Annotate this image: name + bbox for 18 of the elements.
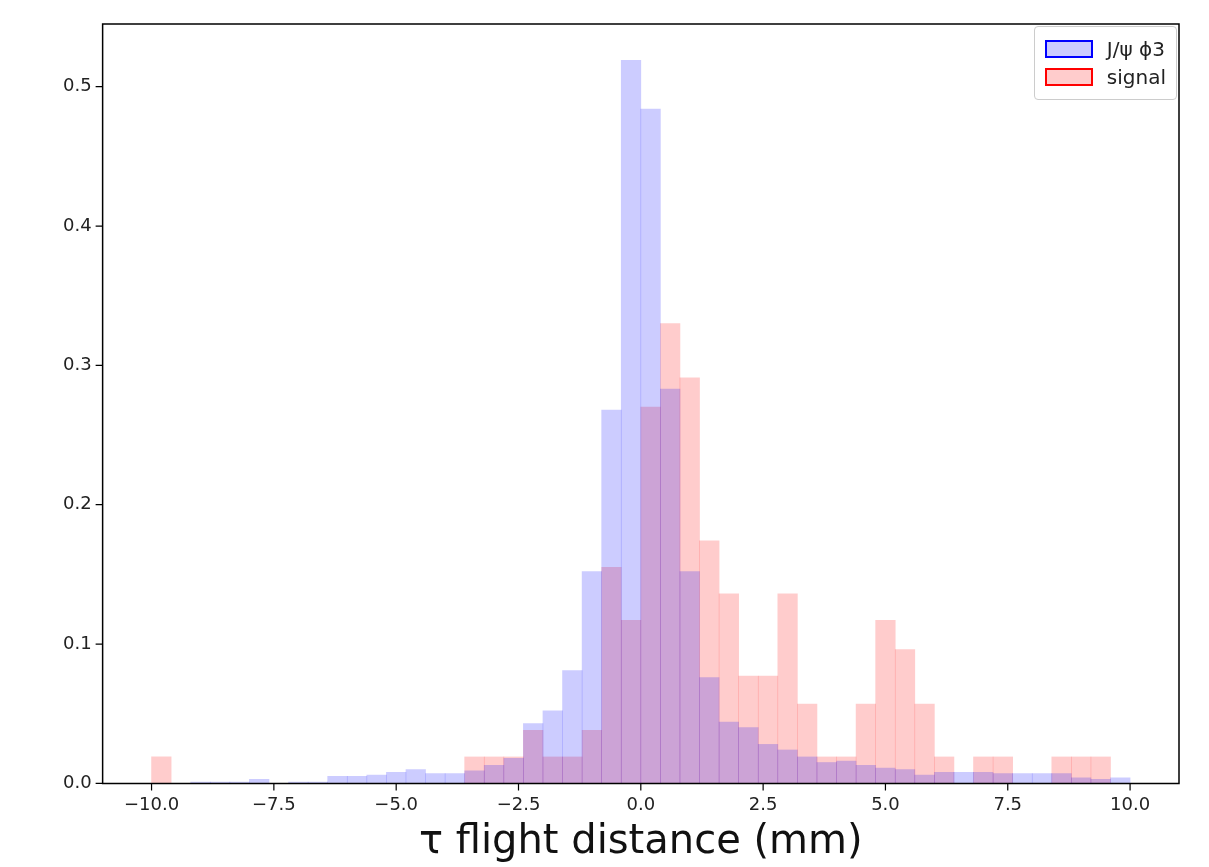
x-tick-label: −2.5 [496, 792, 541, 814]
x-tick-label: −5.0 [374, 792, 419, 814]
legend-label: signal [1106, 65, 1166, 89]
x-tick-label: 7.5 [993, 792, 1023, 814]
legend-label: J/ψ ϕ3 [1106, 37, 1165, 61]
x-tick-label: −7.5 [252, 792, 296, 814]
y-tick-label: 0.1 [62, 631, 92, 653]
x-tick-label: −10.0 [123, 792, 180, 814]
x-tick-label: 0.0 [626, 792, 656, 814]
y-tick-label: 0.2 [62, 492, 92, 514]
x-tick-label: 5.0 [871, 792, 900, 814]
y-tick-label: 0.0 [62, 771, 92, 793]
x-axis-title: τ flight distance (mm) [419, 816, 863, 863]
x-tick-label: 2.5 [748, 792, 778, 814]
y-tick-label: 0.3 [62, 353, 92, 375]
y-tick-label: 0.4 [62, 213, 92, 235]
x-tick-label: 10.0 [1110, 792, 1151, 814]
y-tick-label: 0.5 [62, 74, 92, 96]
